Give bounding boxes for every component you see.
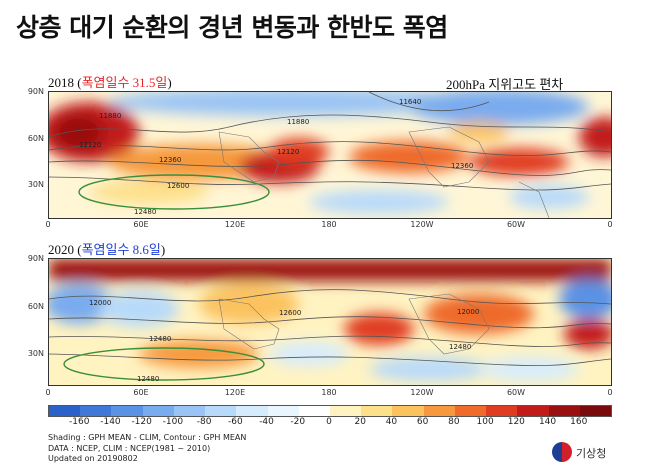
colorbar-swatch [579,406,611,416]
colorbar [48,405,612,417]
contour-label: 11880 [287,118,309,126]
colorbar-tick-label: 160 [570,417,588,427]
colorbar-swatch [267,406,299,416]
lat-tick: 60N [27,302,44,311]
contour-label: 12360 [159,156,181,164]
lon-tick: 120W [410,388,434,397]
colorbar-swatch [329,406,362,416]
contour-label: 12480 [449,343,471,351]
colorbar-swatch [392,406,424,416]
colorbar-tick-label: -60 [227,417,243,427]
colorbar-tick-label: -20 [290,417,306,427]
lon-tick: 60E [133,220,149,229]
colorbar-swatch [142,406,174,416]
panel-open-paren: ( [77,75,82,90]
contour-label: 12480 [149,335,171,343]
colorbar-swatch [454,406,487,416]
colorbar-tick-label: -100 [162,417,184,427]
contour-label: 12120 [79,141,101,149]
lat-tick: 90N [27,87,44,96]
colorbar-swatch [111,406,143,416]
lat-tick: 30N [27,349,44,358]
data-notes: Shading : GPH MEAN - CLIM, Contour : GPH… [48,433,246,465]
panel-2018-label: 2018 (폭염일수 31.5일) [48,72,172,91]
lat-tick: 90N [27,254,44,263]
lon-tick: 120E [224,388,246,397]
heat-days-label: 폭염일수 8.6일 [81,242,161,257]
lon-tick: 0 [45,220,51,229]
lon-tick: 60W [506,220,526,229]
colorbar-swatch [548,406,580,416]
panel-close-paren: ) [160,242,166,257]
colorbar-tick-label: 120 [507,417,525,427]
lon-tick: 0 [607,220,613,229]
map-2018: 11640 11880 12120 12360 12600 12480 1188… [48,91,612,219]
lat-tick: 30N [27,180,44,189]
colorbar-tick-label: 100 [476,417,494,427]
colorbar-swatch [80,406,112,416]
page-title: 상층 대기 순환의 경년 변동과 한반도 폭염 [16,13,448,42]
colorbar-swatch [205,406,237,416]
map-2020: 12000 12480 12480 12600 12480 12000 [48,258,612,386]
colorbar-swatch [517,406,549,416]
colorbar-tick-label: -160 [69,417,90,427]
colorbar-tick-label: 60 [416,417,429,427]
colorbar-tick-label: 140 [538,417,557,427]
colorbar-swatch [423,406,455,416]
panel-year: 2020 [48,242,74,257]
contour-label: 12000 [89,299,111,307]
note-updated: Updated on 20190802 [48,454,138,463]
contour-label: 12360 [451,162,473,170]
contour-label: 12120 [277,148,299,156]
contour-label: 12480 [134,208,156,216]
note-shading: Shading : GPH MEAN - CLIM, Contour : GPH… [48,433,247,442]
contour-label: 12480 [137,375,159,383]
contour-label: 12000 [457,308,479,316]
colorbar-tick-label: 20 [354,417,366,427]
lon-tick: 180 [321,388,337,397]
colorbar-swatch [361,406,393,416]
lon-tick: 60E [133,388,149,397]
panel-open-paren: ( [77,242,82,257]
colorbar-swatch [173,406,206,416]
contour-label: 12600 [167,182,189,190]
kma-logo-text: 기상청 [576,447,607,460]
heat-days-label: 폭염일수 31.5일 [81,75,168,90]
lon-tick: 180 [321,220,337,229]
panel-year: 2018 [48,75,74,90]
colorbar-tick-label: -80 [196,417,212,427]
panel-close-paren: ) [167,75,172,90]
colorbar-tick-label: -140 [100,417,121,427]
lon-tick: 0 [607,388,613,397]
colorbar-tick-label: -120 [131,417,152,427]
colorbar-swatch [49,406,81,416]
lon-tick: 60W [506,388,526,397]
colorbar-swatch [298,406,330,416]
colorbar-tick-label: 40 [385,417,398,427]
lon-tick: 120E [224,220,246,229]
kma-logo: 기상청 [552,441,632,463]
contour-label: 11880 [99,112,121,120]
map-subtitle: 200hPa 지위고도 편차 [446,77,564,92]
lat-tick: 60N [27,134,44,143]
note-data: DATA : NCEP, CLIM : NCEP(1981 ~ 2010) [48,443,211,453]
colorbar-tick-label: 80 [448,417,460,427]
contour-label: 12600 [279,309,301,317]
contour-label: 11640 [399,98,421,106]
kma-emblem-icon [552,442,572,462]
colorbar-tick-label: 0 [326,417,332,427]
lon-tick: 0 [45,388,51,397]
lon-tick: 120W [410,220,434,229]
colorbar-swatch [486,406,518,416]
colorbar-tick-label: -40 [259,417,274,427]
colorbar-swatch [236,406,268,416]
panel-2020-label: 2020 (폭염일수 8.6일) [48,239,165,258]
